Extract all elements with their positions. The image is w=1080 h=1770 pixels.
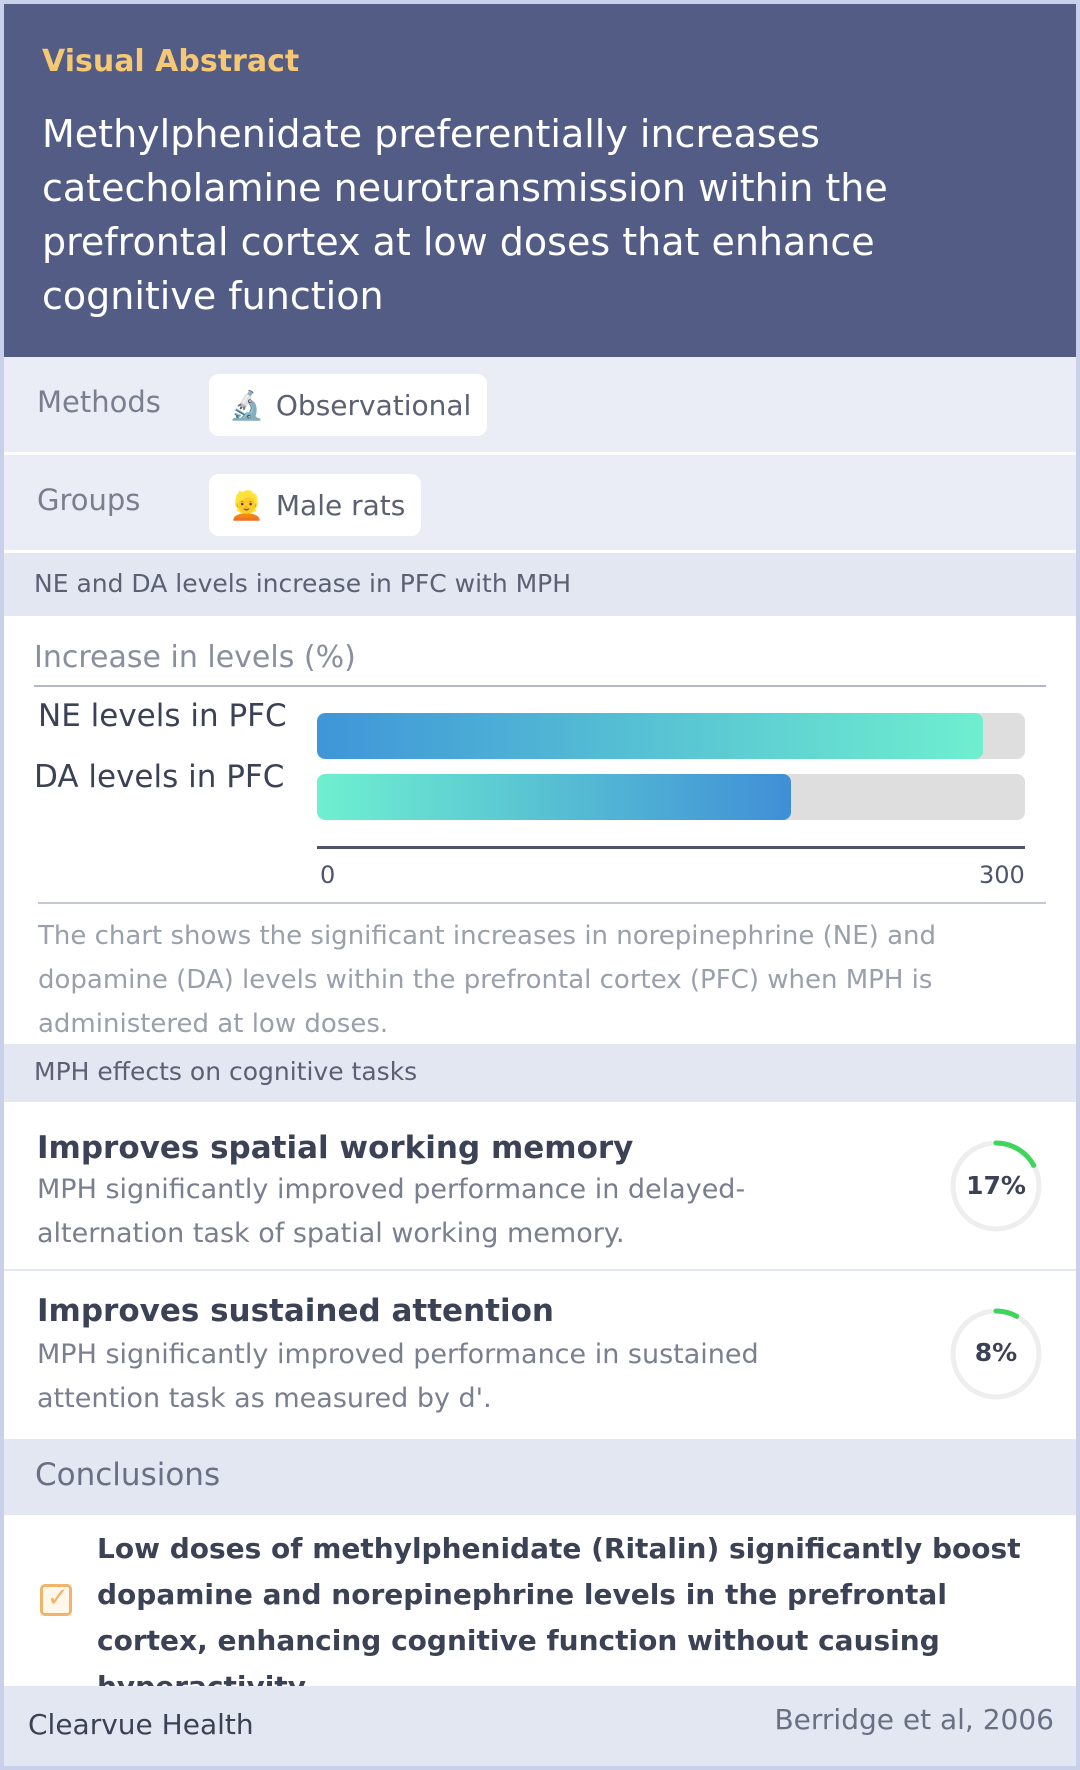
finding-divider <box>4 1269 1076 1271</box>
checkbox-icon: ✓ <box>40 1583 72 1616</box>
chart-title-rule <box>34 685 1046 687</box>
finding-title: Improves sustained attention <box>37 1293 554 1329</box>
finding-item: Improves sustained attention MPH signifi… <box>4 1271 1076 1437</box>
methods-label: Methods <box>37 385 161 419</box>
chart-bottom-rule <box>38 902 1046 904</box>
citation: Berridge et al, 2006 <box>774 1703 1054 1736</box>
bar-da <box>317 774 791 820</box>
x-tick-min: 0 <box>320 861 336 889</box>
microscope-icon: 🔬 <box>229 388 264 422</box>
groups-chip: 👱 Male rats <box>209 474 422 536</box>
finding-description: MPH significantly improved performance i… <box>37 1174 746 1249</box>
footer: Clearvue Health Berridge et al, 2006 <box>4 1686 1076 1766</box>
eyebrow-label: Visual Abstract <box>42 44 300 79</box>
bar-label-da: DA levels in PFC <box>34 759 285 795</box>
cognitive-section-heading: MPH effects on cognitive tasks <box>4 1044 1076 1102</box>
bar-track-da <box>317 774 1025 820</box>
bar-label-ne: NE levels in PFC <box>38 698 287 734</box>
levels-section-heading: NE and DA levels increase in PFC with MP… <box>4 553 1076 616</box>
finding-item: Improves spatial working memory MPH sign… <box>4 1106 1076 1266</box>
progress-ring-label: 8% <box>974 1338 1018 1367</box>
chart-caption: The chart shows the significant increase… <box>38 921 936 1039</box>
headline: Methylphenidate preferentially increases… <box>42 112 888 318</box>
finding-title: Improves spatial working memory <box>37 1130 634 1166</box>
progress-ring-label: 17% <box>966 1171 1026 1200</box>
methods-value: Observational <box>275 388 472 422</box>
groups-row: Groups 👱 Male rats <box>4 455 1076 550</box>
methods-chip: 🔬 Observational <box>209 374 488 436</box>
x-axis-line <box>317 846 1025 849</box>
visual-abstract-card: Visual Abstract Methylphenidate preferen… <box>4 4 1076 1766</box>
x-tick-max: 300 <box>979 861 1025 889</box>
bar-ne <box>317 713 983 759</box>
header: Visual Abstract Methylphenidate preferen… <box>4 4 1076 357</box>
progress-ring <box>950 1308 1042 1400</box>
methods-row: Methods 🔬 Observational <box>4 357 1076 452</box>
bar-track-ne <box>317 713 1025 759</box>
conclusion-text: Low doses of methylphenidate (Ritalin) s… <box>97 1532 1021 1703</box>
chart-title: Increase in levels (%) <box>34 640 356 675</box>
finding-description: MPH significantly improved performance i… <box>37 1339 759 1414</box>
progress-ring <box>950 1140 1042 1232</box>
groups-value: Male rats <box>275 488 406 522</box>
groups-label: Groups <box>37 483 141 517</box>
person-icon: 👱 <box>229 488 264 522</box>
conclusions-heading: Conclusions <box>4 1439 1076 1515</box>
brand-name: Clearvue Health <box>28 1708 254 1741</box>
checkmark-icon: ✓ <box>47 1583 69 1613</box>
